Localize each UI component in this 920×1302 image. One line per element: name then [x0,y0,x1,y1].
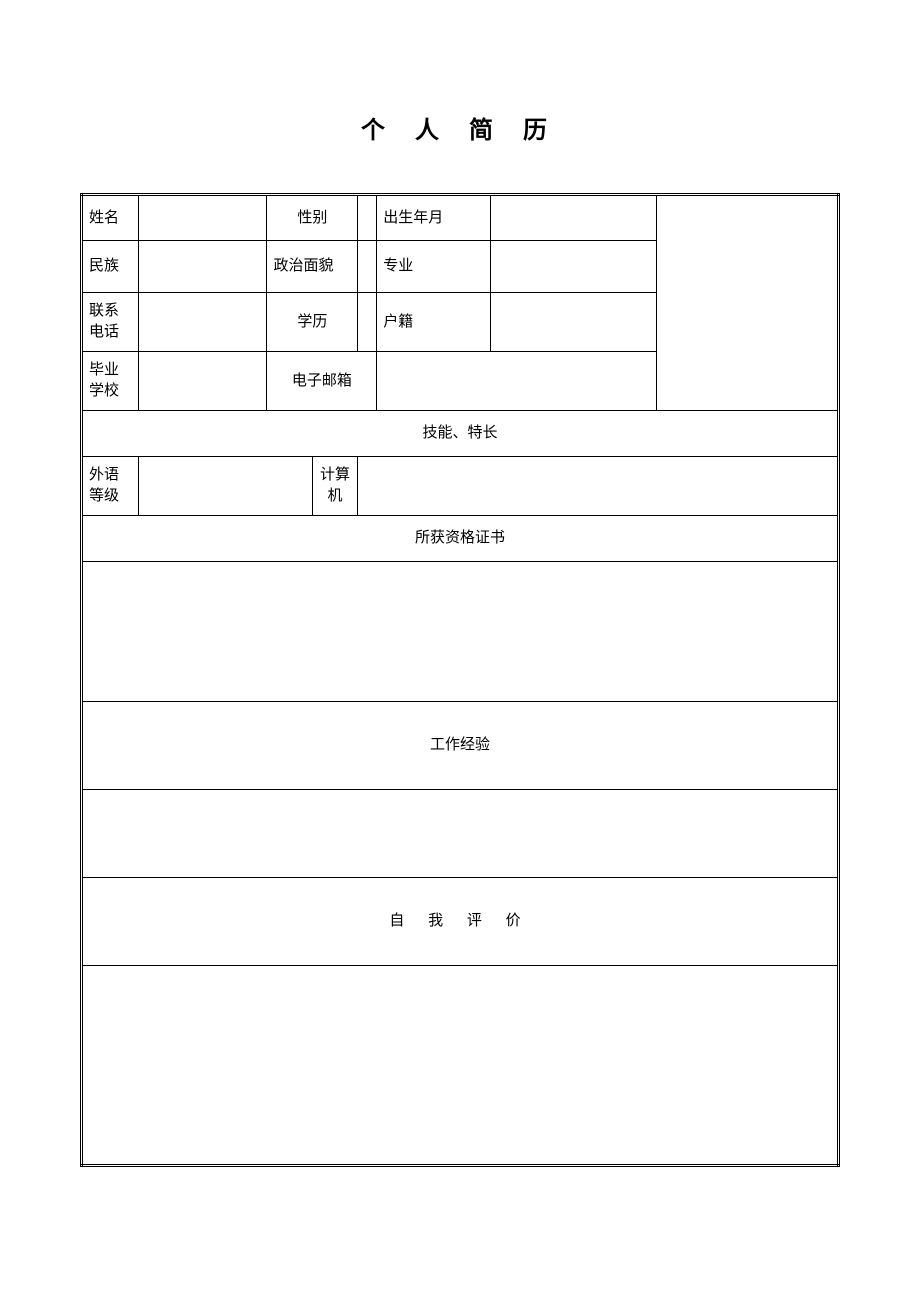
label-political: 政治面貌 [267,241,358,293]
label-major: 专业 [377,241,491,293]
value-ethnicity [138,241,267,293]
value-phone [138,293,267,352]
row-section-work: 工作经验 [82,702,839,790]
label-education: 学历 [267,293,358,352]
value-gender [358,195,377,241]
label-computer: 计算机 [312,457,357,516]
value-email [377,352,657,411]
row-section-self: 自 我 评 价 [82,878,839,966]
value-household [490,293,657,352]
row-section-skills: 技能、特长 [82,411,839,457]
resume-page: 个 人 简 历 姓名 性别 出生年月 民族 政治面貌 专业 [0,0,920,1167]
value-name [138,195,267,241]
photo-cell [657,195,839,411]
value-major [490,241,657,293]
page-title: 个 人 简 历 [80,110,840,145]
label-household: 户籍 [377,293,491,352]
value-political [358,241,377,293]
row-content-self [82,966,839,1166]
label-phone: 联系电话 [82,293,139,352]
label-birth: 出生年月 [377,195,491,241]
row-skills: 外语等级 计算机 [82,457,839,516]
section-work: 工作经验 [82,702,839,790]
value-self [82,966,839,1166]
section-certifications: 所获资格证书 [82,516,839,562]
row-name: 姓名 性别 出生年月 [82,195,839,241]
value-foreign-lang [138,457,312,516]
row-content-work [82,790,839,878]
label-foreign-lang: 外语等级 [82,457,139,516]
resume-table: 姓名 性别 出生年月 民族 政治面貌 专业 联系电话 学历 户籍 毕业学校 [80,193,840,1167]
row-content-cert [82,562,839,702]
value-work [82,790,839,878]
value-school [138,352,267,411]
value-birth [490,195,657,241]
section-self: 自 我 评 价 [82,878,839,966]
label-school: 毕业学校 [82,352,139,411]
row-section-cert: 所获资格证书 [82,516,839,562]
value-certifications [82,562,839,702]
value-education [358,293,377,352]
label-ethnicity: 民族 [82,241,139,293]
value-computer [358,457,839,516]
label-name: 姓名 [82,195,139,241]
section-skills: 技能、特长 [82,411,839,457]
label-email: 电子邮箱 [267,352,377,411]
label-gender: 性别 [267,195,358,241]
